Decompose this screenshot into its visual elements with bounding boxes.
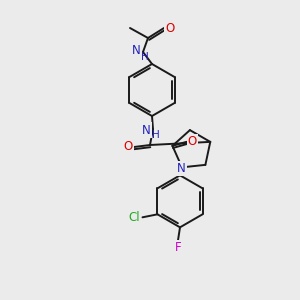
Text: O: O — [165, 22, 175, 34]
Text: Cl: Cl — [129, 211, 140, 224]
Text: H: H — [141, 52, 149, 62]
Text: F: F — [175, 241, 181, 254]
Text: H: H — [152, 130, 160, 140]
Text: N: N — [142, 124, 150, 136]
Text: O: O — [123, 140, 133, 154]
Text: N: N — [177, 162, 185, 175]
Text: O: O — [188, 135, 197, 148]
Text: N: N — [132, 44, 140, 58]
